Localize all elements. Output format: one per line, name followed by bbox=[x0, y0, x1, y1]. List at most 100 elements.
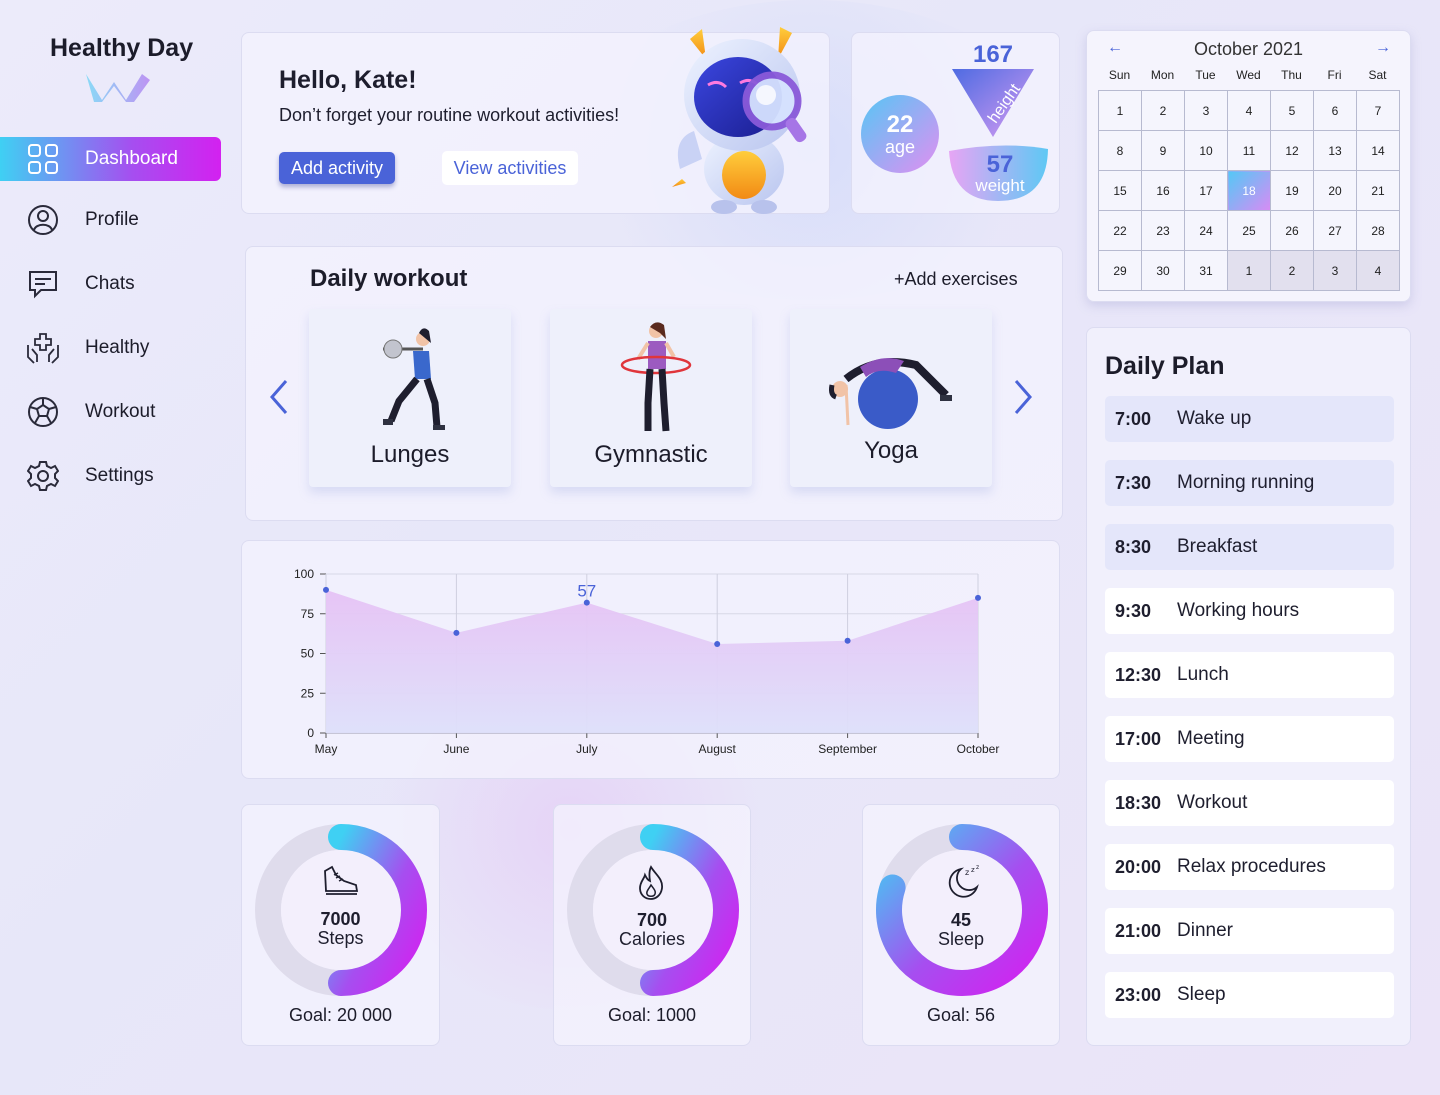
plan-event: Morning running bbox=[1177, 472, 1315, 493]
sleep-card: z z z 45 Sleep Goal: 56 bbox=[862, 804, 1060, 1046]
exercise-card-gymnastic[interactable]: Gymnastic bbox=[550, 309, 752, 487]
steps-card: 7000 Steps Goal: 20 000 bbox=[241, 804, 440, 1046]
calendar-day[interactable]: 13 bbox=[1313, 130, 1357, 171]
calendar-day[interactable]: 6 bbox=[1313, 90, 1357, 131]
calendar-day[interactable]: 8 bbox=[1098, 130, 1142, 171]
body-stats-card: 22 age 167 height 57 weight bbox=[851, 32, 1060, 214]
calendar-day[interactable]: 7 bbox=[1356, 90, 1400, 131]
exercise-card-yoga[interactable]: Yoga bbox=[790, 309, 992, 487]
add-exercises-link[interactable]: +Add exercises bbox=[894, 269, 1018, 289]
calendar-day[interactable]: 26 bbox=[1270, 210, 1314, 251]
svg-text:z: z bbox=[965, 868, 969, 877]
y-tick-label: 25 bbox=[301, 686, 315, 700]
calendar-day[interactable]: 17 bbox=[1184, 170, 1228, 211]
brand-name: Healthy Day bbox=[50, 34, 194, 62]
plan-item[interactable]: 7:00 Wake up bbox=[1105, 396, 1394, 442]
ring-progress bbox=[876, 824, 1048, 996]
plan-item[interactable]: 18:30 Workout bbox=[1105, 780, 1394, 826]
data-point bbox=[453, 629, 460, 636]
sleep-progress-ring bbox=[876, 824, 1048, 996]
plan-event: Relax procedures bbox=[1177, 856, 1326, 877]
calendar-day[interactable]: 11 bbox=[1227, 130, 1271, 171]
calendar-day[interactable]: 25 bbox=[1227, 210, 1271, 251]
workout-title: Daily workout bbox=[310, 265, 468, 292]
calendar-day[interactable]: 19 bbox=[1270, 170, 1314, 211]
calendar-day[interactable]: 5 bbox=[1270, 90, 1314, 131]
sidebar-item-settings[interactable]: Settings bbox=[0, 454, 221, 498]
sidebar-item-profile[interactable]: Profile bbox=[0, 198, 221, 242]
plan-item[interactable]: 20:00 Relax procedures bbox=[1105, 844, 1394, 890]
calendar-day[interactable]: 15 bbox=[1098, 170, 1142, 211]
calendar-day[interactable]: 23 bbox=[1141, 210, 1185, 251]
calendar-day[interactable]: 2 bbox=[1270, 250, 1314, 291]
brand-logo-icon bbox=[86, 74, 150, 102]
calendar-day[interactable]: 18 bbox=[1227, 170, 1271, 211]
plan-item[interactable]: 12:30 Lunch bbox=[1105, 652, 1394, 698]
sidebar-item-workout[interactable]: Workout bbox=[0, 390, 221, 434]
sidebar-item-chats[interactable]: Chats bbox=[0, 262, 221, 306]
ring-progress bbox=[640, 824, 739, 996]
add-activity-button[interactable]: Add activity bbox=[279, 152, 395, 184]
height-value: 167 bbox=[972, 41, 1014, 68]
calories-card: 700 Calories Goal: 1000 bbox=[553, 804, 751, 1046]
daily-workout-card: Daily workout +Add exercises Lunges Gymn… bbox=[245, 246, 1063, 521]
plan-item[interactable]: 8:30 Breakfast bbox=[1105, 524, 1394, 570]
calendar-day[interactable]: 24 bbox=[1184, 210, 1228, 251]
plan-item[interactable]: 7:30 Morning running bbox=[1105, 460, 1394, 506]
calendar-day[interactable]: 28 bbox=[1356, 210, 1400, 251]
plan-item[interactable]: 9:30 Working hours bbox=[1105, 588, 1394, 634]
calendar-day[interactable]: 20 bbox=[1313, 170, 1357, 211]
plan-event: Sleep bbox=[1177, 984, 1226, 1005]
calendar-day[interactable]: 9 bbox=[1141, 130, 1185, 171]
sidebar-item-dashboard[interactable]: Dashboard bbox=[0, 137, 221, 181]
svg-text:z: z bbox=[971, 866, 975, 874]
weight-label: weight bbox=[975, 176, 1025, 195]
plan-event: Working hours bbox=[1177, 600, 1300, 621]
flame-icon bbox=[639, 865, 663, 900]
calendar-day[interactable]: 29 bbox=[1098, 250, 1142, 291]
x-tick-label: September bbox=[818, 742, 877, 756]
plan-time: 7:00 bbox=[1115, 408, 1152, 429]
plan-event: Breakfast bbox=[1177, 536, 1258, 557]
calendar-day[interactable]: 21 bbox=[1356, 170, 1400, 211]
calendar-day[interactable]: 2 bbox=[1141, 90, 1185, 131]
calendar-day[interactable]: 16 bbox=[1141, 170, 1185, 211]
calendar-day[interactable]: 1 bbox=[1227, 250, 1271, 291]
x-tick-label: October bbox=[957, 742, 1000, 756]
calendar-day[interactable]: 3 bbox=[1313, 250, 1357, 291]
calendar-day[interactable]: 1 bbox=[1098, 90, 1142, 131]
plan-item[interactable]: 23:00 Sleep bbox=[1105, 972, 1394, 1018]
next-month-arrow-icon[interactable]: → bbox=[1375, 39, 1391, 56]
plan-item[interactable]: 21:00 Dinner bbox=[1105, 908, 1394, 954]
view-activities-button[interactable]: View activities bbox=[442, 151, 578, 185]
ring-center bbox=[593, 850, 713, 970]
plan-time: 8:30 bbox=[1115, 536, 1152, 557]
calendar-grid: 1 2 3 4 5 6 7 8 9 10 11 12 13 14 15 16 17 18 19 20 21 22 23 24 2… bbox=[1098, 90, 1400, 291]
carousel-next-icon[interactable] bbox=[1010, 377, 1036, 417]
calendar-day[interactable]: 30 bbox=[1141, 250, 1185, 291]
plan-time: 12:30 bbox=[1115, 664, 1162, 685]
calendar-day[interactable]: 4 bbox=[1356, 250, 1400, 291]
svg-text:z: z bbox=[976, 864, 979, 871]
calendar-day[interactable]: 31 bbox=[1184, 250, 1228, 291]
sidebar-item-healthy[interactable]: Healthy bbox=[0, 326, 221, 370]
exercise-card-lunges[interactable]: Lunges bbox=[309, 309, 511, 487]
sidebar-item-label: Healthy bbox=[85, 337, 150, 358]
calendar-day[interactable]: 4 bbox=[1227, 90, 1271, 131]
plan-time: 7:30 bbox=[1115, 472, 1152, 493]
carousel-prev-icon[interactable] bbox=[266, 377, 292, 417]
plan-item[interactable]: 17:00 Meeting bbox=[1105, 716, 1394, 762]
ring-center bbox=[281, 850, 401, 970]
weekday-label: Tue bbox=[1195, 68, 1216, 82]
plan-event: Wake up bbox=[1177, 408, 1252, 429]
sidebar-item-label: Workout bbox=[85, 401, 156, 422]
calendar-day[interactable]: 14 bbox=[1356, 130, 1400, 171]
prev-month-arrow-icon[interactable]: ← bbox=[1107, 39, 1123, 56]
data-point bbox=[323, 586, 329, 593]
calendar-day[interactable]: 12 bbox=[1270, 130, 1314, 171]
calendar-day[interactable]: 22 bbox=[1098, 210, 1142, 251]
data-point bbox=[583, 599, 590, 606]
calendar-day[interactable]: 10 bbox=[1184, 130, 1228, 171]
calendar-day[interactable]: 3 bbox=[1184, 90, 1228, 131]
calendar-day[interactable]: 27 bbox=[1313, 210, 1357, 251]
